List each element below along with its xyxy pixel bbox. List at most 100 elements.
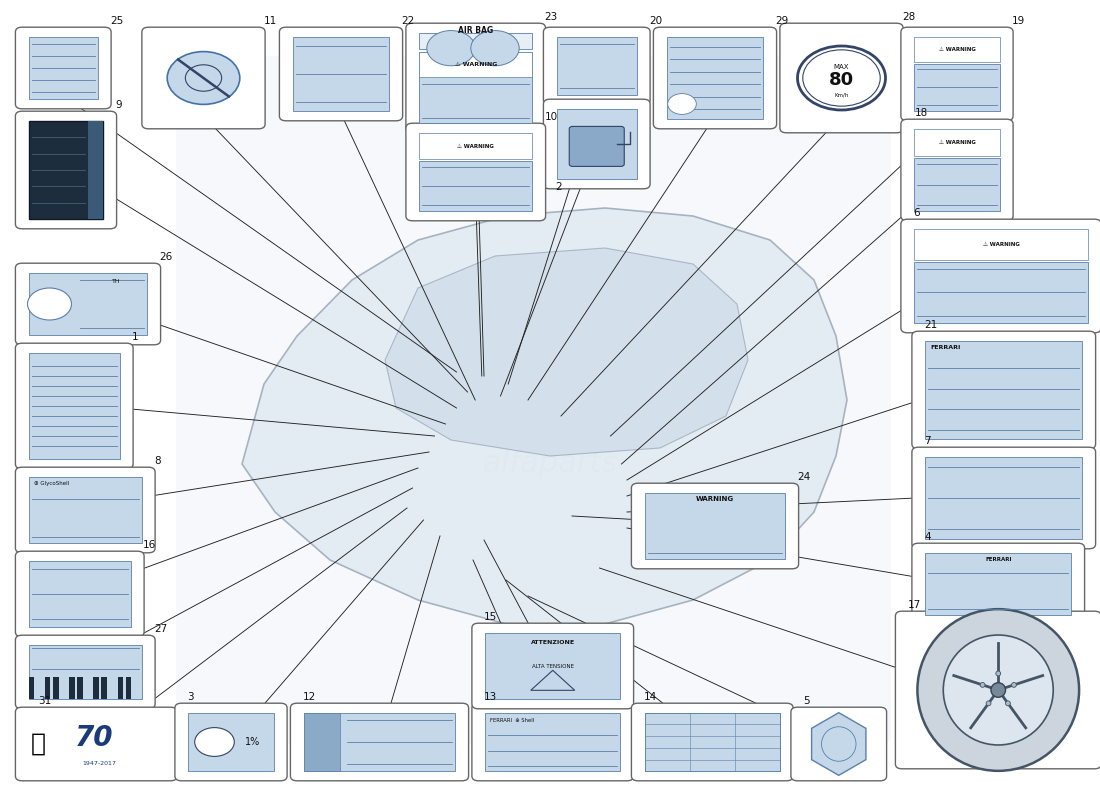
Text: FERRARI: FERRARI (984, 557, 1012, 562)
FancyBboxPatch shape (901, 27, 1013, 121)
FancyBboxPatch shape (290, 703, 469, 781)
Text: 4: 4 (924, 533, 931, 542)
Text: 6: 6 (913, 208, 920, 218)
FancyBboxPatch shape (15, 635, 155, 709)
Bar (53, 677, 58, 699)
Bar (914, 158, 1000, 211)
Circle shape (471, 30, 519, 66)
Text: 8: 8 (154, 456, 161, 466)
Bar (94, 677, 99, 699)
FancyBboxPatch shape (631, 703, 793, 781)
Bar (419, 51, 532, 78)
FancyBboxPatch shape (15, 707, 177, 781)
Bar (29, 37, 98, 99)
FancyBboxPatch shape (631, 483, 799, 569)
FancyBboxPatch shape (472, 623, 634, 709)
Bar (667, 37, 763, 119)
Bar (29, 273, 147, 335)
Text: 🐎: 🐎 (31, 732, 46, 756)
FancyBboxPatch shape (15, 467, 155, 553)
Bar (29, 121, 103, 219)
Circle shape (167, 51, 240, 104)
Text: ⚠ WARNING: ⚠ WARNING (454, 62, 497, 67)
Circle shape (28, 288, 72, 320)
FancyBboxPatch shape (791, 707, 887, 781)
Text: 80: 80 (829, 70, 854, 89)
Text: 31: 31 (39, 695, 52, 706)
Text: 7: 7 (924, 437, 931, 446)
Text: MAX: MAX (834, 64, 849, 70)
FancyBboxPatch shape (912, 543, 1085, 625)
Text: TH: TH (112, 279, 121, 284)
Text: 16: 16 (143, 540, 156, 550)
Bar (293, 37, 389, 111)
FancyBboxPatch shape (901, 219, 1100, 333)
Text: 1: 1 (132, 333, 139, 342)
FancyBboxPatch shape (15, 27, 111, 109)
Text: 18: 18 (915, 108, 928, 118)
Bar (29, 353, 120, 459)
Polygon shape (242, 208, 847, 624)
Bar (29, 477, 142, 543)
Bar (45, 677, 51, 699)
Bar (304, 713, 340, 771)
FancyBboxPatch shape (142, 27, 265, 129)
Bar (77, 677, 82, 699)
FancyBboxPatch shape (15, 263, 161, 345)
Text: ALTA TENSIONE: ALTA TENSIONE (531, 663, 574, 669)
Text: 10: 10 (544, 111, 558, 122)
Text: 2: 2 (556, 182, 562, 192)
Bar (304, 713, 455, 771)
Polygon shape (812, 713, 866, 775)
Text: ⚠ WARNING: ⚠ WARNING (938, 47, 976, 52)
Text: 12: 12 (302, 692, 316, 702)
Text: Km/h: Km/h (834, 92, 849, 97)
Text: 70: 70 (75, 723, 113, 752)
Text: 27: 27 (154, 624, 167, 634)
FancyBboxPatch shape (15, 551, 144, 637)
Bar (645, 493, 785, 559)
Ellipse shape (986, 701, 991, 706)
Bar (925, 341, 1082, 439)
Text: 3: 3 (187, 692, 194, 702)
Circle shape (427, 30, 475, 66)
Ellipse shape (991, 682, 1005, 698)
Text: 17: 17 (908, 600, 921, 610)
FancyBboxPatch shape (570, 126, 625, 166)
Text: 26: 26 (160, 253, 173, 262)
FancyBboxPatch shape (406, 23, 546, 133)
Bar (125, 677, 131, 699)
FancyBboxPatch shape (15, 343, 133, 469)
Bar (419, 33, 532, 49)
Text: FERRARI  ⊕ Shell: FERRARI ⊕ Shell (490, 718, 534, 723)
Bar (101, 677, 107, 699)
Text: FERRARI: FERRARI (931, 345, 961, 350)
Bar (557, 109, 637, 179)
FancyBboxPatch shape (653, 27, 777, 129)
Text: 19: 19 (1012, 15, 1025, 26)
FancyBboxPatch shape (15, 111, 117, 229)
Bar (69, 677, 75, 699)
Circle shape (803, 50, 880, 106)
Text: 28: 28 (902, 12, 915, 22)
FancyBboxPatch shape (543, 27, 650, 105)
FancyBboxPatch shape (176, 56, 891, 744)
FancyBboxPatch shape (912, 447, 1096, 549)
Text: 22: 22 (402, 15, 415, 26)
Text: ⚠ WARNING: ⚠ WARNING (982, 242, 1020, 247)
Bar (419, 161, 532, 211)
Text: WARNING: WARNING (696, 496, 734, 502)
FancyBboxPatch shape (901, 119, 1013, 221)
Bar (914, 262, 1088, 323)
FancyBboxPatch shape (472, 703, 634, 781)
Bar (29, 645, 142, 699)
Bar (419, 51, 532, 123)
Text: 20: 20 (649, 15, 662, 26)
Bar (645, 713, 780, 771)
Text: 14: 14 (644, 692, 657, 702)
Circle shape (195, 728, 234, 757)
Text: 1947-2017: 1947-2017 (82, 762, 117, 766)
FancyBboxPatch shape (780, 23, 903, 133)
Bar (419, 133, 532, 159)
Text: AIR BAG: AIR BAG (459, 26, 493, 35)
